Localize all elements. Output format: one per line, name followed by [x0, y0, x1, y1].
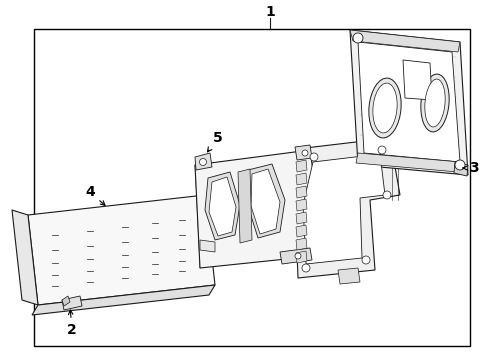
Ellipse shape: [373, 83, 397, 133]
Polygon shape: [251, 169, 280, 234]
Circle shape: [295, 253, 301, 259]
Text: 3: 3: [463, 161, 479, 175]
Circle shape: [455, 160, 465, 170]
Polygon shape: [28, 195, 215, 305]
Polygon shape: [209, 177, 236, 236]
Text: 2: 2: [67, 310, 77, 337]
Polygon shape: [295, 145, 312, 160]
Polygon shape: [12, 210, 38, 305]
Polygon shape: [296, 212, 307, 224]
Polygon shape: [295, 138, 400, 278]
Polygon shape: [350, 30, 460, 52]
Polygon shape: [403, 60, 432, 100]
Polygon shape: [32, 285, 215, 315]
Polygon shape: [454, 162, 468, 176]
Polygon shape: [296, 186, 307, 198]
Circle shape: [302, 150, 308, 156]
Circle shape: [353, 33, 363, 43]
Polygon shape: [62, 296, 82, 310]
Ellipse shape: [421, 74, 449, 132]
Polygon shape: [296, 238, 307, 250]
Polygon shape: [296, 173, 307, 185]
Circle shape: [310, 153, 318, 161]
Polygon shape: [205, 172, 240, 240]
Polygon shape: [296, 199, 307, 211]
Circle shape: [362, 256, 370, 264]
Polygon shape: [350, 30, 468, 175]
Circle shape: [302, 264, 310, 272]
Ellipse shape: [425, 79, 445, 127]
Polygon shape: [280, 248, 312, 264]
Polygon shape: [296, 225, 307, 237]
Polygon shape: [195, 150, 325, 268]
Polygon shape: [195, 153, 212, 170]
Polygon shape: [296, 251, 307, 263]
Circle shape: [199, 158, 206, 166]
Polygon shape: [62, 296, 70, 306]
Polygon shape: [200, 240, 215, 252]
Text: 1: 1: [265, 5, 275, 19]
Circle shape: [383, 191, 391, 199]
Polygon shape: [358, 42, 460, 162]
Circle shape: [378, 146, 386, 154]
Polygon shape: [303, 154, 385, 264]
Text: 4: 4: [85, 185, 105, 205]
Bar: [34, 29, 470, 346]
Polygon shape: [238, 169, 252, 243]
Polygon shape: [338, 268, 360, 284]
Polygon shape: [247, 164, 285, 238]
Ellipse shape: [369, 78, 401, 138]
Polygon shape: [296, 160, 307, 172]
Polygon shape: [356, 153, 460, 172]
Text: 5: 5: [207, 131, 223, 152]
